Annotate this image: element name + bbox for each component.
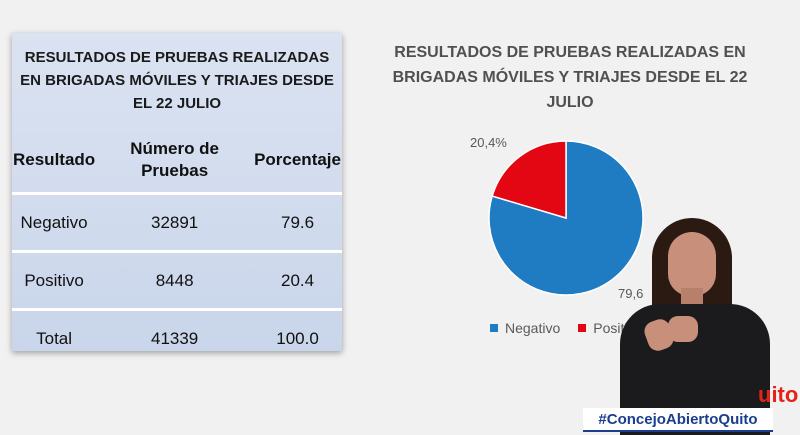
interpreter-hand-right <box>668 316 698 342</box>
header-numero-pruebas: Número de Pruebas <box>130 138 220 180</box>
results-table: Resultado Número de Pruebas Porcentaje N… <box>12 127 342 366</box>
cell-numero: 8448 <box>96 250 254 310</box>
header-porcentaje: Porcentaje <box>254 149 341 169</box>
sign-language-interpreter <box>610 218 780 435</box>
data-label-negativo: 79,6 <box>618 286 644 301</box>
hashtag-banner: #ConcejoAbiertoQuito <box>583 408 773 432</box>
legend-swatch-negativo <box>490 324 498 332</box>
interpreter-face <box>668 232 716 296</box>
pie-slice-negativo <box>488 140 644 296</box>
cell-resultado: Negativo <box>12 192 97 252</box>
cell-porcentaje: 20.4 <box>253 250 342 310</box>
chart-title: RESULTADOS DE PRUEBAS REALIZADAS EN BRIG… <box>392 44 748 111</box>
table-row: Positivo 8448 20.4 <box>12 250 342 310</box>
cell-porcentaje: 100.0 <box>253 308 342 366</box>
cell-porcentaje: 79.6 <box>253 192 342 252</box>
cell-resultado: Positivo <box>12 250 97 310</box>
legend-label-negativo: Negativo <box>505 320 561 336</box>
pie-slice-positivo <box>491 140 567 220</box>
quito-logo-fragment: uito <box>758 382 799 407</box>
legend-swatch-positivo <box>578 324 587 332</box>
header-resultado: Resultado <box>13 149 96 169</box>
table-header-row: Resultado Número de Pruebas Porcentaje <box>12 127 342 194</box>
table-row: Total 41339 100.0 <box>12 308 342 366</box>
cell-numero: 41339 <box>96 308 254 366</box>
data-label-positivo: 20,4% <box>470 135 507 150</box>
results-table-panel: RESULTADOS DE PRUEBAS REALIZADAS EN BRIG… <box>12 33 342 366</box>
table-row: Negativo 32891 79.6 <box>12 192 342 252</box>
cell-resultado: Total <box>12 308 97 366</box>
legend-item-negativo: Negativo <box>490 320 560 336</box>
table-title: RESULTADOS DE PRUEBAS REALIZADAS EN BRIG… <box>20 48 334 112</box>
cell-numero: 32891 <box>96 192 254 252</box>
